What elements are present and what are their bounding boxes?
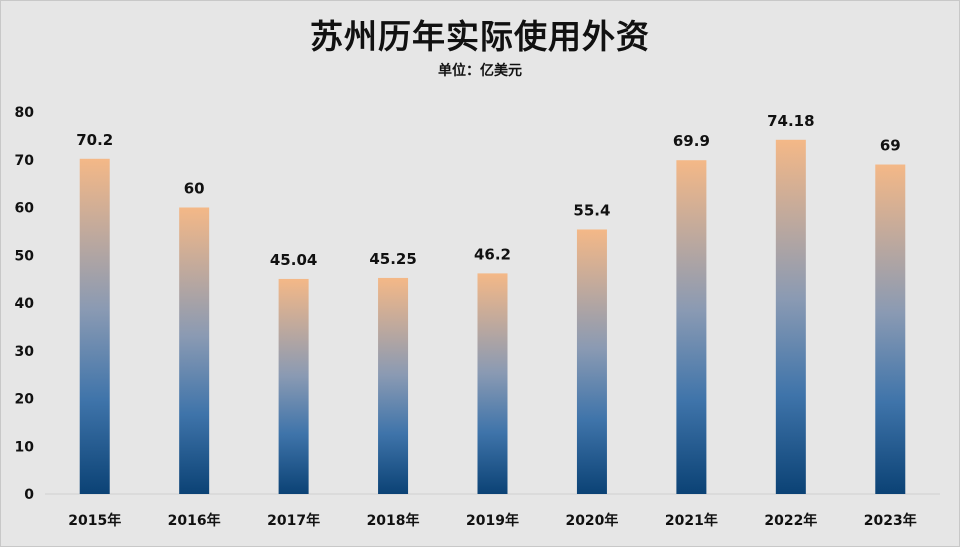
data-label: 45.04 bbox=[270, 251, 317, 269]
y-tick-label: 30 bbox=[15, 344, 35, 360]
y-tick-label: 0 bbox=[24, 487, 34, 503]
x-tick-label: 2023年 bbox=[864, 512, 917, 529]
bar bbox=[278, 278, 309, 494]
y-tick-label: 40 bbox=[15, 296, 35, 312]
data-label: 74.18 bbox=[767, 112, 814, 130]
bar bbox=[676, 160, 707, 495]
chart-title: 苏州历年实际使用外资 bbox=[310, 17, 650, 56]
x-axis: 2015年 2016年 2017年 2018年 2019年 2020年 2021年 2022年… bbox=[68, 512, 917, 529]
y-tick-label: 50 bbox=[15, 248, 35, 264]
bar bbox=[875, 164, 906, 494]
data-label: 55.4 bbox=[573, 201, 610, 219]
x-tick-label: 2015年 bbox=[68, 512, 121, 529]
x-tick-label: 2022年 bbox=[764, 512, 817, 529]
bar bbox=[79, 158, 110, 495]
x-tick-label: 2018年 bbox=[367, 512, 420, 529]
chart-subtitle: 单位：亿美元 bbox=[438, 63, 522, 79]
x-tick-label: 2019年 bbox=[466, 512, 519, 529]
y-axis: 0 10 20 30 40 50 60 70 80 bbox=[15, 105, 35, 503]
data-label: 69 bbox=[880, 137, 901, 155]
data-label: 69.9 bbox=[673, 132, 710, 150]
x-tick-label: 2016年 bbox=[168, 512, 221, 529]
x-tick-label: 2017年 bbox=[267, 512, 320, 529]
data-label: 45.25 bbox=[369, 250, 416, 268]
y-tick-label: 60 bbox=[15, 201, 35, 217]
x-tick-label: 2020年 bbox=[565, 512, 618, 529]
bar bbox=[775, 139, 806, 494]
data-label: 46.2 bbox=[474, 245, 511, 263]
bars: 70.2 60 45.04 45.25 46.2 55.4 69.9 74.18 69 bbox=[76, 112, 906, 495]
y-tick-label: 10 bbox=[15, 439, 35, 455]
y-tick-label: 20 bbox=[15, 392, 35, 408]
y-tick-label: 80 bbox=[15, 105, 35, 121]
bar bbox=[576, 229, 607, 494]
bar bbox=[477, 273, 508, 494]
y-tick-label: 70 bbox=[15, 153, 35, 169]
data-label: 70.2 bbox=[76, 131, 113, 149]
bar bbox=[179, 207, 210, 494]
bar bbox=[378, 277, 409, 494]
x-tick-label: 2021年 bbox=[665, 512, 718, 529]
data-label: 60 bbox=[184, 180, 205, 198]
